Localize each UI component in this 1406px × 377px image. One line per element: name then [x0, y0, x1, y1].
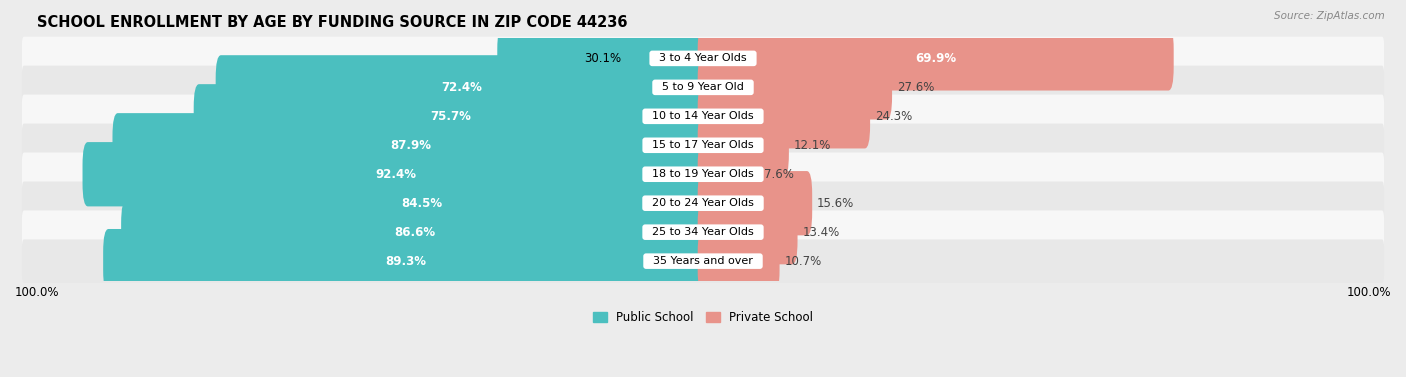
- FancyBboxPatch shape: [697, 55, 891, 120]
- Text: 7.6%: 7.6%: [763, 168, 793, 181]
- Text: 10 to 14 Year Olds: 10 to 14 Year Olds: [645, 111, 761, 121]
- Text: 72.4%: 72.4%: [441, 81, 482, 94]
- FancyBboxPatch shape: [697, 171, 813, 235]
- Text: SCHOOL ENROLLMENT BY AGE BY FUNDING SOURCE IN ZIP CODE 44236: SCHOOL ENROLLMENT BY AGE BY FUNDING SOUR…: [37, 15, 627, 30]
- Text: 20 to 24 Year Olds: 20 to 24 Year Olds: [645, 198, 761, 208]
- Text: 35 Years and over: 35 Years and over: [647, 256, 759, 266]
- FancyBboxPatch shape: [194, 84, 709, 149]
- Text: Source: ZipAtlas.com: Source: ZipAtlas.com: [1274, 11, 1385, 21]
- FancyBboxPatch shape: [22, 124, 1384, 167]
- FancyBboxPatch shape: [22, 210, 1384, 254]
- Text: 12.1%: 12.1%: [793, 139, 831, 152]
- FancyBboxPatch shape: [697, 113, 789, 178]
- FancyBboxPatch shape: [498, 26, 709, 90]
- Text: 13.4%: 13.4%: [803, 226, 839, 239]
- FancyBboxPatch shape: [103, 229, 709, 293]
- Text: 30.1%: 30.1%: [585, 52, 621, 65]
- Text: 92.4%: 92.4%: [375, 168, 416, 181]
- FancyBboxPatch shape: [22, 153, 1384, 196]
- Text: 3 to 4 Year Olds: 3 to 4 Year Olds: [652, 54, 754, 63]
- FancyBboxPatch shape: [22, 239, 1384, 283]
- Text: 69.9%: 69.9%: [915, 52, 956, 65]
- FancyBboxPatch shape: [112, 113, 709, 178]
- FancyBboxPatch shape: [22, 66, 1384, 109]
- FancyBboxPatch shape: [697, 142, 759, 206]
- FancyBboxPatch shape: [697, 200, 797, 264]
- Text: 25 to 34 Year Olds: 25 to 34 Year Olds: [645, 227, 761, 237]
- FancyBboxPatch shape: [697, 26, 1174, 90]
- Text: 10.7%: 10.7%: [785, 254, 821, 268]
- FancyBboxPatch shape: [697, 84, 870, 149]
- Text: 89.3%: 89.3%: [385, 254, 426, 268]
- FancyBboxPatch shape: [135, 171, 709, 235]
- FancyBboxPatch shape: [22, 95, 1384, 138]
- FancyBboxPatch shape: [22, 37, 1384, 80]
- Text: 84.5%: 84.5%: [401, 197, 443, 210]
- Text: 5 to 9 Year Old: 5 to 9 Year Old: [655, 82, 751, 92]
- Text: 24.3%: 24.3%: [875, 110, 912, 123]
- Text: 18 to 19 Year Olds: 18 to 19 Year Olds: [645, 169, 761, 179]
- Text: 86.6%: 86.6%: [394, 226, 436, 239]
- Legend: Public School, Private School: Public School, Private School: [588, 307, 818, 329]
- FancyBboxPatch shape: [215, 55, 709, 120]
- Text: 75.7%: 75.7%: [430, 110, 471, 123]
- FancyBboxPatch shape: [83, 142, 709, 206]
- Text: 15.6%: 15.6%: [817, 197, 853, 210]
- Text: 15 to 17 Year Olds: 15 to 17 Year Olds: [645, 140, 761, 150]
- FancyBboxPatch shape: [121, 200, 709, 264]
- Text: 27.6%: 27.6%: [897, 81, 934, 94]
- FancyBboxPatch shape: [697, 229, 779, 293]
- FancyBboxPatch shape: [22, 181, 1384, 225]
- Text: 87.9%: 87.9%: [389, 139, 430, 152]
